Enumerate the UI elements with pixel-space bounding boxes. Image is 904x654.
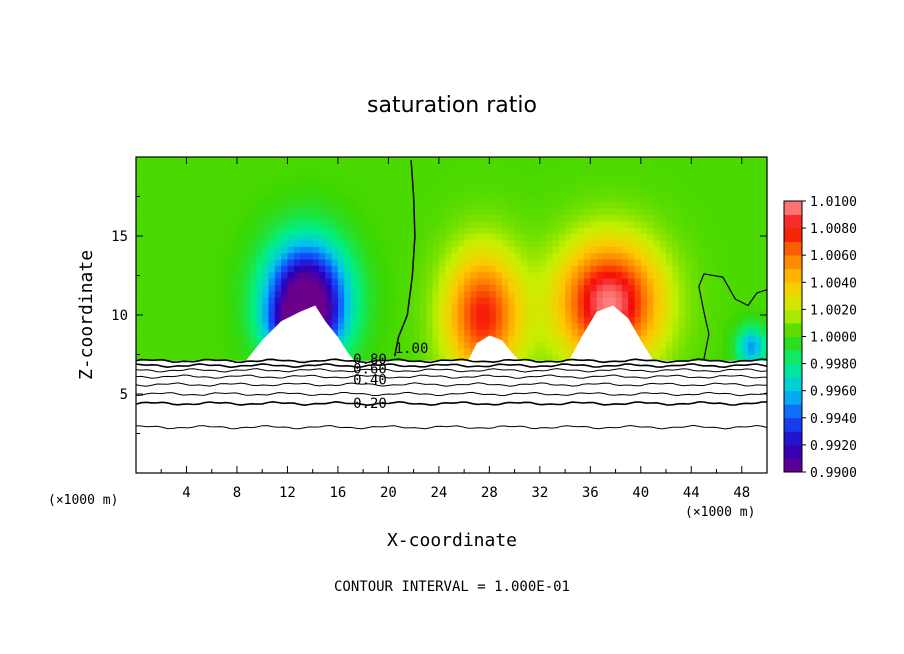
colorbar-cell: [784, 255, 802, 270]
colorbar-cell: [784, 241, 802, 256]
colorbar-cell: [784, 390, 802, 405]
contour-line: [135, 382, 768, 387]
x-tick-label: 24: [430, 485, 447, 501]
masked-region-3: [568, 305, 654, 361]
contour-line-right: [698, 273, 768, 360]
x-tick-label: 44: [683, 485, 700, 501]
colorbar-cell: [784, 214, 802, 229]
colorbar: 1.0100 1.0080 1.0060 1.0040 1.0020 1.0000 0.99…: [783, 195, 857, 481]
colorbar-cell: [784, 201, 802, 215]
x-tick-label: 16: [329, 485, 346, 501]
colorbar-label: 1.0060: [810, 249, 857, 264]
colorbar-label: 1.0100: [810, 195, 857, 210]
x-tick-label: 8: [233, 485, 241, 501]
y-axis-ticks: 5 10 15: [111, 196, 767, 434]
x-unit-right: (×1000 m): [685, 505, 755, 520]
colorbar-label: 1.0020: [810, 303, 857, 318]
colorbar-cell: [784, 350, 802, 364]
colorbar-label: 0.9960: [810, 385, 857, 400]
y-axis-label: Z-coordinate: [76, 250, 97, 380]
terrain-mask: [136, 305, 767, 473]
contour-line: [135, 368, 768, 373]
saturation-field: [136, 157, 768, 362]
contour-label: 0.20: [353, 396, 387, 412]
x-tick-label: 20: [380, 485, 397, 501]
x-unit-left: (×1000 m): [48, 493, 118, 508]
contour-line-1.00: [393, 160, 416, 357]
lower-region: [136, 360, 767, 473]
colorbar-cell: [784, 336, 802, 351]
x-axis-label: X-coordinate: [387, 530, 517, 551]
colorbar-cell: [784, 417, 802, 432]
contour-line: [135, 363, 768, 369]
contour-line: [135, 391, 768, 397]
x-tick-label: 36: [582, 485, 599, 501]
colorbar-cell: [784, 228, 802, 243]
masked-region-2: [467, 335, 520, 361]
x-tick-label: 12: [279, 485, 296, 501]
contour-label: 0.60: [353, 362, 387, 378]
y-tick-label: 15: [111, 229, 128, 245]
x-tick-label: 40: [632, 485, 649, 501]
colorbar-label: 1.0040: [810, 276, 857, 291]
contour-interval-note: CONTOUR INTERVAL = 1.000E-01: [334, 579, 570, 595]
colorbar-label: 0.9940: [810, 412, 857, 427]
contour-labels: 1.00 0.800.600.40 0.20: [353, 341, 428, 412]
colorbar-label: 1.0000: [810, 331, 857, 346]
contour-line: [135, 400, 768, 407]
colorbar-cell: [784, 363, 802, 378]
x-tick-label: 32: [531, 485, 548, 501]
colorbar-cell: [784, 377, 802, 392]
chart-title: saturation ratio: [367, 93, 537, 118]
colorbar-cell: [784, 322, 802, 337]
colorbar-label: 0.9920: [810, 439, 857, 454]
contour-label: 0.40: [353, 373, 387, 389]
contour-line: [135, 424, 768, 430]
contour-label: 0.80: [353, 352, 387, 368]
y-tick-label: 5: [120, 387, 128, 403]
contour-lines: [135, 160, 768, 430]
colorbar-cell: [784, 458, 802, 473]
contour-label: 1.00: [395, 341, 429, 357]
colorbar-label: 1.0080: [810, 222, 857, 237]
x-tick-label: 4: [182, 485, 190, 501]
colorbar-cell: [784, 444, 802, 459]
contour-line: [135, 374, 767, 379]
x-axis-ticks: 4 8 12 16 20 24 28 32 36 40 44 48: [160, 157, 750, 501]
colorbar-cell: [784, 309, 802, 324]
colorbar-cell: [784, 404, 802, 419]
colorbar-label: 0.9900: [810, 466, 857, 481]
contour-line: [135, 358, 768, 364]
plot-area: 1.00 0.800.600.40 0.20: [135, 156, 768, 474]
masked-region-1: [245, 305, 355, 361]
colorbar-cell: [784, 295, 802, 310]
colorbar-cell: [784, 268, 802, 283]
colorbar-cell: [784, 431, 802, 446]
y-tick-label: 10: [111, 308, 128, 324]
colorbar-label: 0.9980: [810, 358, 857, 373]
x-tick-label: 48: [733, 485, 750, 501]
x-tick-label: 28: [481, 485, 498, 501]
colorbar-cell: [784, 282, 802, 297]
